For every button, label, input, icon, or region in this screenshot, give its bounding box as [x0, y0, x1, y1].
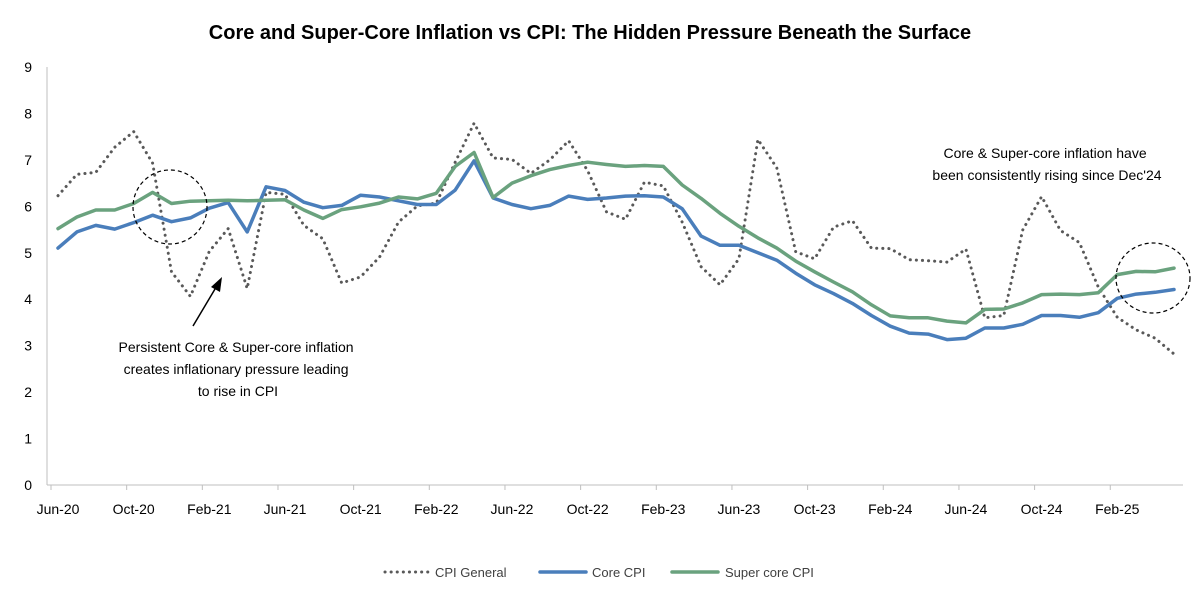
x-tick-label: Jun-23 — [718, 501, 761, 517]
annotation-right: Core & Super-core inflation have been co… — [932, 145, 1161, 183]
annotation-right-line: been consistently rising since Dec'24 — [932, 167, 1161, 183]
x-tick-label: Feb-21 — [187, 501, 232, 517]
y-tick-label: 2 — [24, 384, 32, 400]
x-tick-label: Jun-21 — [264, 501, 307, 517]
highlight-circle-early — [132, 169, 208, 245]
annotation-arrow-line — [192, 283, 219, 327]
annotations: Persistent Core & Super-core inflation c… — [119, 145, 1191, 399]
x-tick-labels: Jun-20 Oct-20 Feb-21 Jun-21 Oct-21 Feb-22 Jun-… — [37, 485, 1140, 517]
y-tick-label: 0 — [24, 477, 32, 493]
legend-label: CPI General — [435, 565, 507, 580]
x-tick-label: Jun-24 — [945, 501, 988, 517]
axes — [46, 67, 1183, 486]
legend: CPI General Core CPI Super core CPI — [383, 565, 814, 580]
x-tick-label: Feb-22 — [414, 501, 459, 517]
y-tick-label: 5 — [24, 245, 32, 261]
y-tick-labels: 0 1 2 3 4 5 6 7 8 9 — [24, 59, 32, 493]
legend-label: Core CPI — [592, 565, 645, 580]
y-tick-label: 9 — [24, 59, 32, 75]
x-tick-label: Oct-24 — [1021, 501, 1063, 517]
annotation-left-line: Persistent Core & Super-core inflation — [119, 339, 354, 355]
x-tick-label: Jun-22 — [491, 501, 534, 517]
annotation-right-line: Core & Super-core inflation have — [944, 145, 1147, 161]
x-tick-label: Oct-23 — [794, 501, 836, 517]
x-tick-label: Feb-24 — [868, 501, 913, 517]
x-tick-label: Oct-20 — [113, 501, 155, 517]
legend-label: Super core CPI — [725, 565, 814, 580]
y-tick-label: 1 — [24, 431, 32, 447]
y-tick-label: 4 — [24, 291, 32, 307]
y-tick-label: 6 — [24, 198, 32, 214]
x-tick-label: Feb-23 — [641, 501, 686, 517]
chart-title: Core and Super-Core Inflation vs CPI: Th… — [209, 22, 971, 44]
highlight-circle-recent — [1115, 242, 1191, 314]
series-layer — [56, 121, 1176, 356]
series-line-core-cpi — [56, 159, 1176, 342]
annotation-left-line: creates inflationary pressure leading — [124, 361, 349, 377]
x-tick-label: Oct-21 — [340, 501, 382, 517]
x-tick-label: Feb-25 — [1095, 501, 1140, 517]
y-tick-label: 3 — [24, 338, 32, 354]
series-line-super-core-cpi — [56, 150, 1176, 325]
annotation-left: Persistent Core & Super-core inflation c… — [119, 339, 358, 399]
x-tick-label: Jun-20 — [37, 501, 80, 517]
annotation-left-line: to rise in CPI — [198, 383, 278, 399]
series-line-cpi-general — [56, 121, 1176, 356]
annotation-arrow-head — [211, 277, 222, 292]
y-tick-label: 8 — [24, 105, 32, 121]
y-tick-label: 7 — [24, 152, 32, 168]
x-tick-label: Oct-22 — [567, 501, 609, 517]
